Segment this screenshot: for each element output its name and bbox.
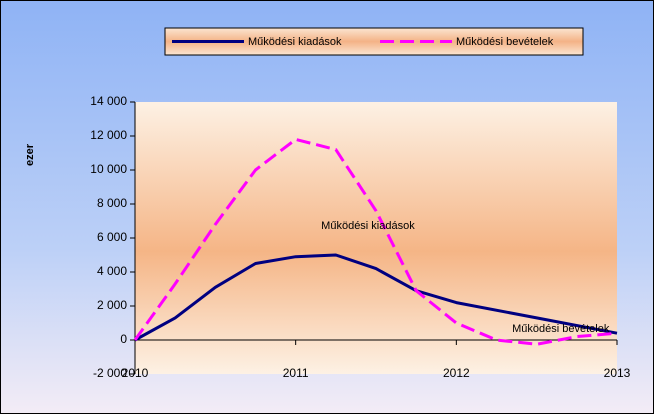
x-tick-label: 2010 bbox=[122, 366, 149, 380]
legend-label: Működési bevételek bbox=[456, 36, 554, 48]
x-tick-label: 2013 bbox=[604, 366, 631, 380]
plot-area bbox=[135, 102, 617, 374]
x-tick-label: 2012 bbox=[443, 366, 470, 380]
series-line bbox=[133, 137, 618, 346]
annotation: Működési kiadások bbox=[321, 220, 415, 232]
y-tick-label: 4 000 bbox=[97, 264, 127, 278]
y-tick-label: 12 000 bbox=[90, 128, 127, 142]
y-tick-label: 2 000 bbox=[97, 298, 127, 312]
y-tick-label: 6 000 bbox=[97, 230, 127, 244]
series-line bbox=[134, 253, 618, 342]
y-tick-label: 10 000 bbox=[90, 162, 127, 176]
annotation: Működési bevételek bbox=[512, 323, 610, 335]
y-tick-label: 8 000 bbox=[97, 196, 127, 210]
y-tick-label: 14 000 bbox=[90, 94, 127, 108]
y-tick-label: 0 bbox=[120, 332, 127, 346]
y-tick-label: -2 000 bbox=[93, 366, 127, 380]
x-tick-label: 2011 bbox=[283, 366, 309, 380]
y-axis-label: ezer bbox=[24, 143, 36, 166]
legend-label: Működési kiadások bbox=[248, 36, 342, 48]
